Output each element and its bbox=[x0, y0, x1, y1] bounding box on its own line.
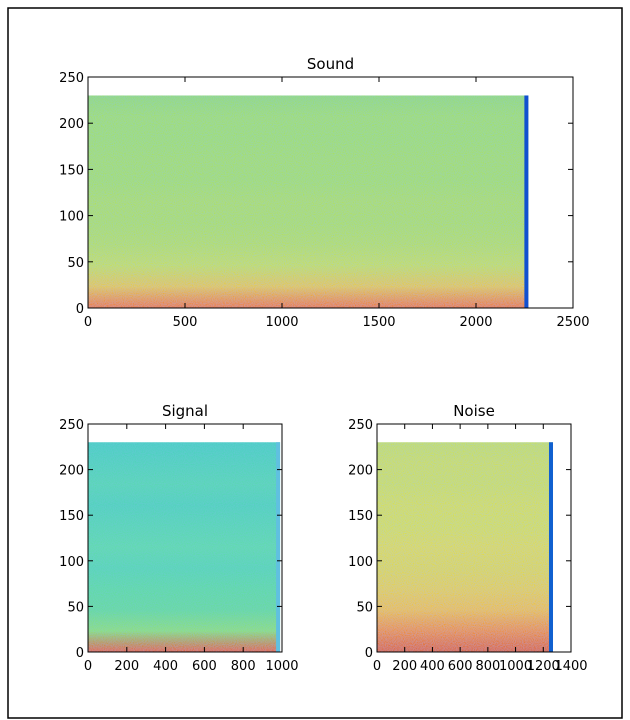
y-tick-label: 200 bbox=[59, 117, 84, 132]
chart-title: Sound bbox=[307, 55, 354, 73]
x-tick-label: 800 bbox=[475, 659, 500, 674]
x-tick-label: 800 bbox=[231, 659, 256, 674]
y-tick-label: 50 bbox=[67, 256, 84, 271]
y-tick-label: 50 bbox=[356, 600, 373, 615]
x-tick-label: 2000 bbox=[459, 315, 492, 330]
x-tick-label: 1000 bbox=[265, 315, 298, 330]
spectrogram-image bbox=[88, 442, 281, 652]
y-tick-label: 150 bbox=[59, 163, 84, 178]
y-tick-label: 150 bbox=[348, 509, 373, 524]
x-tick-label: 1200 bbox=[527, 659, 560, 674]
spectrogram-image bbox=[377, 442, 553, 652]
x-tick-label: 2500 bbox=[556, 315, 589, 330]
y-tick-label: 200 bbox=[348, 464, 373, 479]
x-tick-label: 1000 bbox=[499, 659, 532, 674]
y-tick-label: 0 bbox=[365, 646, 373, 661]
y-tick-label: 250 bbox=[59, 71, 84, 86]
x-tick-label: 0 bbox=[373, 659, 381, 674]
y-tick-label: 0 bbox=[76, 302, 84, 317]
spectrogram-edge bbox=[548, 442, 553, 652]
y-tick-label: 250 bbox=[348, 418, 373, 433]
y-tick-label: 0 bbox=[76, 646, 84, 661]
x-tick-label: 1400 bbox=[554, 659, 587, 674]
x-tick-label: 500 bbox=[173, 315, 198, 330]
y-tick-label: 150 bbox=[59, 509, 84, 524]
x-tick-label: 600 bbox=[448, 659, 473, 674]
y-tick-label: 100 bbox=[59, 555, 84, 570]
x-tick-label: 0 bbox=[84, 315, 92, 330]
y-tick-label: 100 bbox=[59, 210, 84, 225]
x-tick-label: 600 bbox=[192, 659, 217, 674]
y-tick-label: 200 bbox=[59, 464, 84, 479]
x-tick-label: 400 bbox=[153, 659, 178, 674]
x-tick-label: 1500 bbox=[362, 315, 395, 330]
chart-title: Noise bbox=[453, 402, 495, 420]
spectrogram-image bbox=[88, 95, 529, 308]
y-tick-label: 250 bbox=[59, 418, 84, 433]
chart-title: Signal bbox=[162, 402, 208, 420]
x-tick-label: 0 bbox=[84, 659, 92, 674]
y-tick-label: 100 bbox=[348, 555, 373, 570]
axes-frame bbox=[87, 423, 283, 653]
axes-frame bbox=[376, 423, 572, 653]
spectrogram-edge bbox=[276, 442, 281, 652]
spectrogram-edge bbox=[524, 95, 529, 308]
x-tick-label: 200 bbox=[392, 659, 417, 674]
frame bbox=[7, 7, 623, 719]
x-tick-label: 1000 bbox=[265, 659, 298, 674]
x-tick-label: 400 bbox=[420, 659, 445, 674]
x-tick-label: 200 bbox=[114, 659, 139, 674]
axes-frame bbox=[87, 76, 574, 309]
y-tick-label: 50 bbox=[67, 600, 84, 615]
